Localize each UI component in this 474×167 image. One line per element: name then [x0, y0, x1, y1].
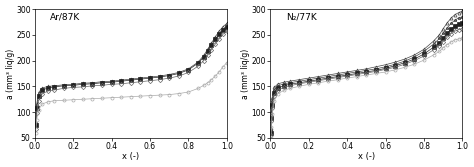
- X-axis label: x (-): x (-): [358, 152, 375, 161]
- X-axis label: x (-): x (-): [122, 152, 139, 161]
- Text: N₂/77K: N₂/77K: [286, 13, 317, 22]
- Text: Ar/87K: Ar/87K: [50, 13, 81, 22]
- Y-axis label: a (mm³ liq/g): a (mm³ liq/g): [6, 48, 15, 99]
- Y-axis label: a (mm³ liq/g): a (mm³ liq/g): [241, 48, 250, 99]
